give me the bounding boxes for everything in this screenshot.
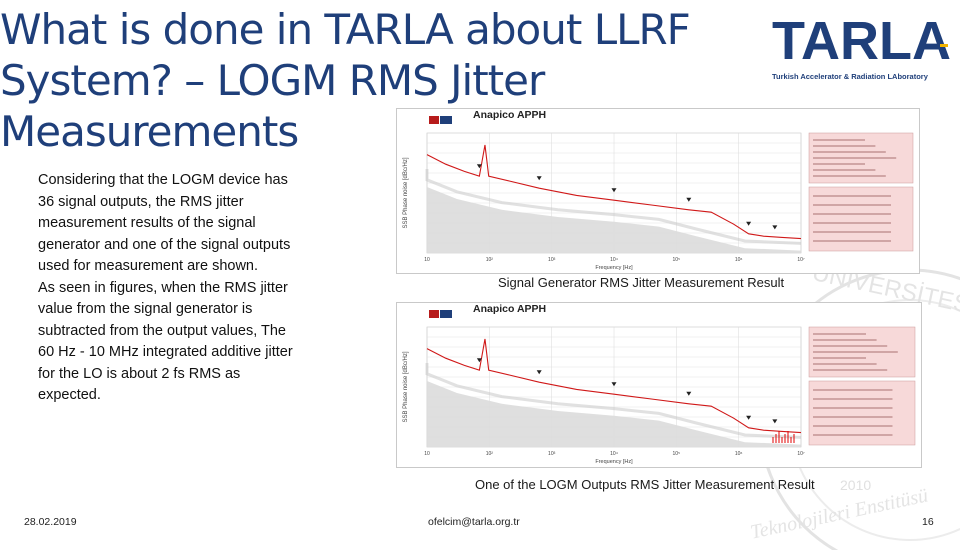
svg-text:2010: 2010 bbox=[840, 477, 871, 493]
marker-text-line bbox=[813, 231, 891, 233]
x-tick-label: 10⁶ bbox=[735, 451, 743, 457]
marker-triangle bbox=[686, 391, 692, 396]
measurement-floor-edge bbox=[425, 169, 802, 245]
phase-noise-trace bbox=[426, 144, 802, 240]
x-tick-label: 10³ bbox=[548, 257, 556, 263]
settings-text-line bbox=[813, 339, 877, 341]
marker-text-line bbox=[813, 398, 893, 400]
marker-triangle bbox=[611, 382, 617, 387]
plot-title: Anapico APPH bbox=[473, 109, 547, 121]
marker-triangle bbox=[746, 221, 752, 226]
marker-triangle bbox=[686, 197, 692, 202]
phase-noise-chart: SSB Phase noise [dBc/Hz] 10 10² 10³ 10⁴ 10⁵ 10… bbox=[403, 132, 914, 271]
marker-triangle bbox=[476, 164, 482, 169]
x-tick-label: 10⁵ bbox=[673, 451, 681, 457]
settings-text-line bbox=[813, 151, 886, 153]
x-tick-label: 10⁴ bbox=[610, 257, 618, 263]
settings-text-line bbox=[813, 169, 876, 171]
svg-text:Teknolojileri Enstitüsü: Teknolojileri Enstitüsü bbox=[748, 484, 930, 543]
x-tick-label: 10⁶ bbox=[735, 257, 743, 263]
anapico-logo-icon bbox=[429, 310, 452, 318]
settings-text-line bbox=[813, 139, 865, 141]
measurement-floor-band bbox=[427, 381, 801, 447]
x-tick-label: 10² bbox=[486, 451, 494, 457]
slide-title-line-3: Measurements bbox=[0, 107, 299, 156]
footer-date: 28.02.2019 bbox=[24, 516, 77, 528]
marker-triangle bbox=[611, 188, 617, 193]
logo-wordmark: TARLA bbox=[772, 11, 951, 71]
y-axis-label: SSB Phase noise [dBc/Hz] bbox=[403, 351, 409, 422]
phase-noise-trace bbox=[426, 338, 802, 434]
marker-text-line bbox=[813, 213, 891, 215]
slide-title-line-1: What is done in TARLA about LLRF bbox=[0, 5, 691, 54]
settings-text-line bbox=[813, 175, 886, 177]
marker-triangle bbox=[772, 225, 778, 230]
x-tick-label: 10⁷ bbox=[797, 451, 805, 457]
marker-text-line bbox=[813, 204, 891, 206]
marker-triangle bbox=[536, 370, 542, 375]
x-axis-label: Frequency [Hz] bbox=[595, 265, 633, 271]
measurement-floor-edge bbox=[425, 363, 802, 439]
x-tick-label: 10 bbox=[424, 451, 430, 457]
settings-text-line bbox=[813, 157, 897, 159]
x-tick-label: 10⁵ bbox=[673, 257, 681, 263]
marker-text-line bbox=[813, 240, 891, 242]
settings-text-line bbox=[813, 163, 865, 165]
settings-text-line bbox=[813, 351, 898, 353]
x-tick-label: 10² bbox=[486, 257, 494, 263]
footer-email: ofelcim@tarla.org.tr bbox=[428, 516, 520, 528]
marker-text-line bbox=[813, 389, 893, 391]
x-tick-label: 10 bbox=[424, 257, 430, 263]
plot-caption-signal-generator: Signal Generator RMS Jitter Measurement … bbox=[498, 275, 785, 290]
settings-text-line bbox=[813, 333, 866, 335]
plot-caption-logm-output: One of the LOGM Outputs RMS Jitter Measu… bbox=[475, 477, 815, 492]
settings-text-line bbox=[813, 357, 866, 359]
plot-title: Anapico APPH bbox=[473, 303, 547, 315]
settings-text-line bbox=[813, 363, 877, 365]
tarla-logo: TARLA Turkish Accelerator & Radiation LA… bbox=[772, 12, 952, 84]
slide-title: What is done in TARLA about LLRF System?… bbox=[0, 4, 720, 157]
marker-text-line bbox=[813, 434, 893, 436]
x-tick-label: 10³ bbox=[548, 451, 556, 457]
x-tick-label: 10⁷ bbox=[797, 257, 805, 263]
marker-text-line bbox=[813, 222, 891, 224]
signal-generator-jitter-plot: Anapico APPH SSB Phase noise [dBc/Hz] 10 1… bbox=[396, 108, 920, 274]
anapico-logo-icon bbox=[429, 116, 452, 124]
measurement-floor-band bbox=[427, 187, 801, 253]
phase-noise-chart: SSB Phase noise [dBc/Hz] 10 10² 10³ 10⁴ 10⁵ 10… bbox=[403, 326, 916, 465]
body-paragraph: Considering that the LOGM device has 36 … bbox=[38, 172, 293, 403]
slide-title-line-2: System? – LOGM RMS Jitter bbox=[0, 56, 545, 105]
marker-text-line bbox=[813, 416, 893, 418]
logo-accent-bar bbox=[940, 44, 948, 47]
settings-text-line bbox=[813, 345, 888, 347]
marker-text-line bbox=[813, 195, 891, 197]
settings-text-line bbox=[813, 145, 876, 147]
marker-text-line bbox=[813, 425, 893, 427]
logo-subtitle: Turkish Accelerator & Radiation LAborato… bbox=[772, 72, 928, 81]
marker-text-line bbox=[813, 407, 893, 409]
x-tick-label: 10⁴ bbox=[610, 451, 618, 457]
marker-triangle bbox=[772, 419, 778, 424]
marker-triangle bbox=[476, 358, 482, 363]
settings-text-line bbox=[813, 369, 888, 371]
marker-triangle bbox=[536, 176, 542, 181]
y-axis-label: SSB Phase noise [dBc/Hz] bbox=[403, 157, 409, 228]
marker-triangle bbox=[746, 415, 752, 420]
logm-output-jitter-plot: Anapico APPH SSB Phase noise [dBc/Hz] 10 1… bbox=[396, 302, 922, 468]
footer-page-number: 16 bbox=[922, 516, 934, 528]
x-axis-label: Frequency [Hz] bbox=[595, 459, 633, 465]
